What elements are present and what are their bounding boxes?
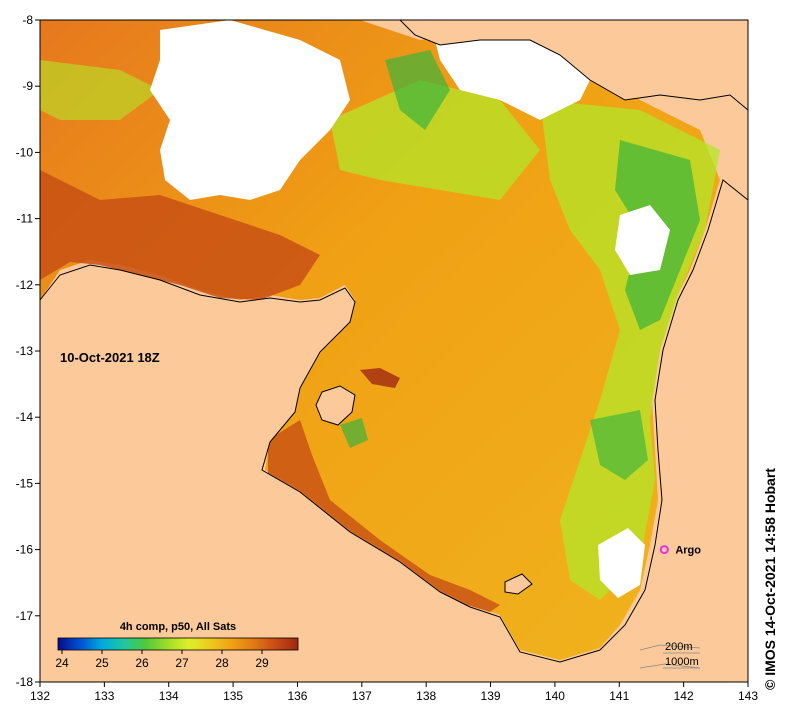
cloud-gap-west — [150, 20, 350, 200]
x-tick-label: 136 — [287, 689, 307, 703]
y-tick-label: -8 — [22, 13, 33, 27]
colorbar-tick-label: 29 — [255, 656, 269, 670]
x-tick-label: 141 — [609, 689, 629, 703]
cool-patch-west — [40, 60, 160, 120]
y-tick-label: -16 — [16, 543, 34, 557]
x-axis: 132 133 134 135 136 137 138 139 140 141 142 143 — [30, 682, 758, 703]
contour-label-1000m: 1000m — [665, 656, 699, 668]
x-tick-label: 142 — [674, 689, 694, 703]
cold-patch-east — [590, 410, 648, 480]
y-tick-label: -17 — [16, 609, 34, 623]
cool-patch-bay — [340, 418, 368, 448]
date-label: 10-Oct-2021 18Z — [60, 350, 160, 365]
contour-200m — [639, 644, 701, 651]
x-tick-label: 133 — [94, 689, 114, 703]
x-tick-label: 132 — [30, 689, 50, 703]
y-tick-label: -9 — [22, 79, 33, 93]
colorbar-tick-label: 28 — [215, 656, 229, 670]
x-tick-label: 137 — [352, 689, 372, 703]
credit-text: © IMOS 14-Oct-2021 14:58 Hobart — [762, 468, 778, 690]
hot-patch — [360, 368, 400, 388]
island-bay — [315, 385, 356, 426]
contour-label-200m: 200m — [665, 641, 693, 653]
y-tick-label: -13 — [16, 344, 34, 358]
cold-patch-north — [385, 50, 450, 130]
colorbar-tick-label: 26 — [135, 656, 149, 670]
argo-icon — [659, 545, 669, 555]
y-tick-label: -18 — [16, 675, 34, 689]
y-tick-label: -14 — [16, 410, 34, 424]
x-tick-label: 140 — [545, 689, 565, 703]
x-tick-label: 134 — [159, 689, 179, 703]
colorbar-ticks: 24 25 26 27 28 29 — [55, 650, 269, 670]
hot-coastal-band — [40, 170, 320, 300]
y-axis: -8 -9 -10 -11 -12 -13 -14 -15 -16 -17 -18 — [16, 13, 40, 689]
cool-water-north — [330, 80, 540, 200]
y-tick-label: -12 — [16, 278, 34, 292]
land-southwest — [40, 179, 748, 682]
colorbar — [57, 637, 299, 651]
contour-1000m — [639, 663, 701, 669]
colorbar-tick-label: 27 — [175, 656, 189, 670]
x-tick-label: 135 — [223, 689, 243, 703]
argo-marker[interactable]: Argo — [659, 545, 701, 557]
y-tick-label: -10 — [16, 145, 34, 159]
cloud-gap-southeast — [598, 528, 645, 598]
x-tick-label: 143 — [738, 689, 758, 703]
hot-coastal-band-south — [268, 420, 500, 612]
island-south — [504, 573, 533, 595]
cloud-gap-east — [615, 205, 670, 275]
colorbar-tick-label: 25 — [95, 656, 109, 670]
land-north — [399, 20, 748, 111]
y-tick-label: -11 — [17, 212, 34, 226]
x-tick-label: 138 — [416, 689, 436, 703]
x-tick-label: 139 — [481, 689, 501, 703]
colorbar-tick-label: 24 — [55, 656, 69, 670]
y-tick-label: -15 — [16, 476, 34, 490]
colorbar-legend: 4h comp, p50, All Sats 24 25 26 27 28 29 — [55, 621, 299, 670]
legend-title: 4h comp, p50, All Sats — [120, 621, 236, 633]
argo-label: Argo — [675, 545, 701, 557]
